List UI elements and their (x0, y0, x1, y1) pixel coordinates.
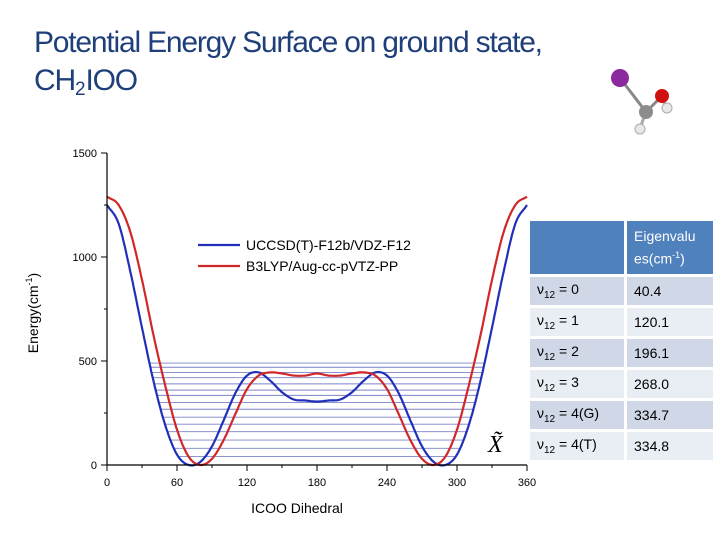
header-close: ) (680, 250, 685, 267)
table-header-row: Eigenvalu es(cm-1) (530, 221, 713, 274)
title-ch: CH (34, 64, 76, 97)
title-line-1: Potential Energy Surface on ground state… (34, 26, 543, 59)
mode-label: ν12 = 2 (530, 339, 624, 367)
mode-subscript: 12 (544, 320, 556, 332)
x-tick-label: 60 (171, 477, 183, 489)
legend-label-2: B3LYP/Aug-cc-pVTZ-PP (246, 258, 398, 274)
header-eigenvalues: Eigenvalu es(cm-1) (627, 221, 713, 274)
eigenvalue-cell: 334.8 (627, 432, 713, 460)
mode-subscript: 12 (544, 351, 556, 363)
x-tick-label: 360 (518, 477, 536, 489)
mode-subscript: 12 (544, 413, 556, 425)
mode-subscript: 12 (544, 444, 556, 456)
table-row: ν12 = 4(G) 334.7 (530, 401, 713, 429)
mode-subscript: 12 (544, 382, 556, 394)
level-label: = 4(G) (555, 405, 600, 422)
x-tick-label: 180 (308, 477, 326, 489)
y-axis-label-sup: -1 (24, 277, 34, 285)
table-row: ν12 = 3 268.0 (530, 370, 713, 398)
nu-symbol: ν (537, 436, 544, 453)
mode-label: ν12 = 4(G) (530, 401, 624, 429)
series-line-1 (106, 204, 528, 467)
header-part2: es(cm (634, 250, 673, 267)
eigenvalue-cell: 120.1 (627, 308, 713, 336)
y-tick-label: 1500 (73, 148, 97, 160)
mode-label: ν12 = 1 (530, 308, 624, 336)
table-row: ν12 = 2 196.1 (530, 339, 713, 367)
mode-subscript: 12 (544, 289, 556, 301)
title-rest: IOO (85, 64, 139, 97)
title-line-2: CH2IOO (34, 62, 594, 109)
y-axis-label-main: Energy(cm (25, 286, 41, 354)
y-tick-label: 500 (79, 356, 97, 368)
x-axis-label: ICOO Dihedral (251, 500, 343, 516)
legend-label-1: UCCSD(T)-F12b/VDZ-F12 (246, 237, 411, 253)
level-label: = 4(T) (555, 436, 597, 453)
nu-symbol: ν (537, 343, 544, 360)
y-axis-label: Energy(cm-1) (24, 273, 41, 353)
x-tick-label: 0 (104, 477, 110, 489)
eigenvalue-cell: 334.7 (627, 401, 713, 429)
y-tick-label: 1000 (73, 252, 97, 264)
eigenvalue-cell: 196.1 (627, 339, 713, 367)
x-tick-label: 240 (378, 477, 396, 489)
mode-label: ν12 = 4(T) (530, 432, 624, 460)
title-subscript: 2 (74, 79, 86, 100)
nu-symbol: ν (537, 312, 544, 329)
header-blank-cell (530, 221, 624, 274)
eigenvalue-table: Eigenvalu es(cm-1) ν12 = 0 40.4 ν12 = 1 120.… (527, 218, 716, 463)
table-body: ν12 = 0 40.4 ν12 = 1 120.1 ν12 = 2 196.1 ν12 =… (530, 277, 713, 460)
level-label: = 3 (555, 374, 579, 391)
x-tick-label: 300 (448, 477, 466, 489)
table-row: ν12 = 4(T) 334.8 (530, 432, 713, 460)
table-row: ν12 = 0 40.4 (530, 277, 713, 305)
level-label: = 2 (555, 343, 579, 360)
eigenvalue-cell: 268.0 (627, 370, 713, 398)
state-label: X̃ (488, 432, 503, 458)
y-tick-label: 0 (91, 460, 97, 472)
nu-symbol: ν (537, 405, 544, 422)
header-part1: Eigenvalu (634, 227, 696, 244)
eigenvalue-cell: 40.4 (627, 277, 713, 305)
table-row: ν12 = 1 120.1 (530, 308, 713, 336)
nu-symbol: ν (537, 281, 544, 298)
slide-title: Potential Energy Surface on ground state… (34, 24, 594, 109)
mode-label: ν12 = 3 (530, 370, 624, 398)
level-label: = 1 (555, 312, 579, 329)
nu-symbol: ν (537, 374, 544, 391)
level-label: = 0 (555, 281, 579, 298)
header-sup: -1 (672, 249, 681, 260)
series-line-2 (106, 195, 528, 467)
y-axis-label-close: ) (25, 273, 41, 278)
mode-label: ν12 = 0 (530, 277, 624, 305)
x-tick-label: 120 (238, 477, 256, 489)
